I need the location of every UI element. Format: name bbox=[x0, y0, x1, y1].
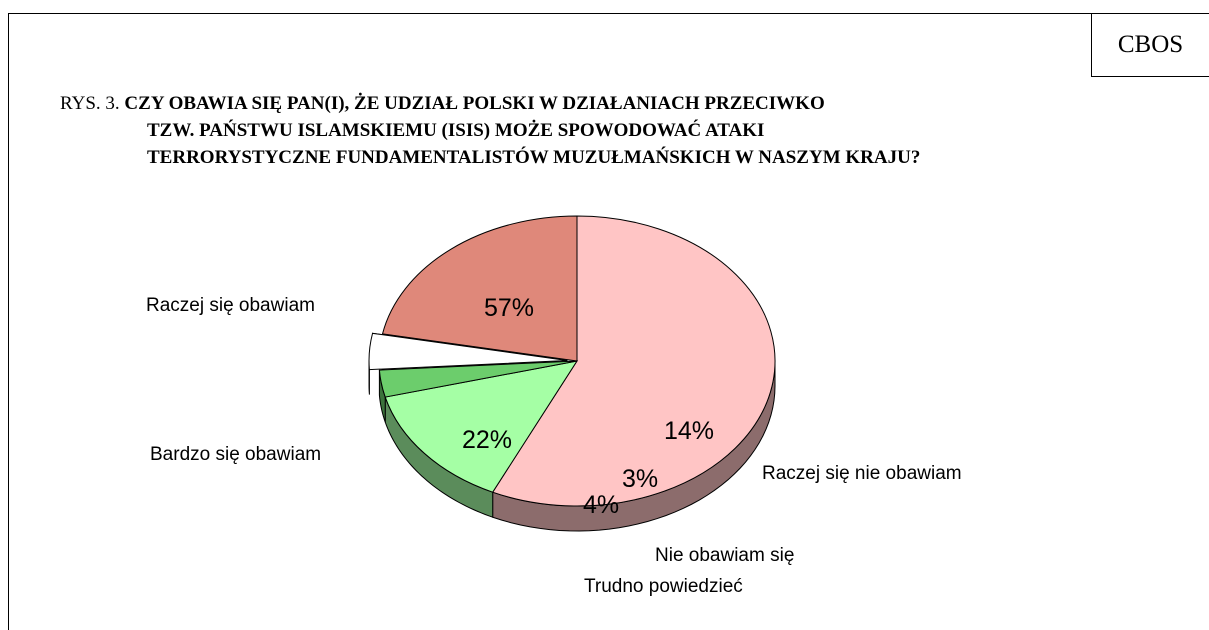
title-line-3: TERRORYSTYCZNE FUNDAMENTALISTÓW MUZUŁMAŃ… bbox=[147, 147, 921, 168]
value-label-4: 4% bbox=[583, 491, 619, 519]
label-trudno-powiedziec: Trudno powiedzieć bbox=[584, 576, 743, 597]
title-prefix: RYS. 3. bbox=[60, 93, 120, 114]
value-label-14: 14% bbox=[664, 417, 714, 445]
title-line-2: TZW. PAŃSTWU ISLAMSKIEMU (ISIS) MOŻE SPO… bbox=[147, 120, 765, 141]
pie-slice-nie-obawiam-sie bbox=[378, 360, 578, 398]
label-raczej-sie-obawiam: Raczej się obawiam bbox=[146, 295, 315, 316]
pie-slice-bardzo-sie-obawiam bbox=[381, 215, 578, 362]
pie-tops bbox=[368, 215, 776, 507]
brand-badge: CBOS bbox=[1091, 13, 1209, 77]
pie-slice-raczej-sie-nie-obawiam bbox=[384, 360, 579, 493]
label-raczej-sie-nie-obawiam: Raczej się nie obawiam bbox=[762, 463, 962, 484]
value-label-57: 57% bbox=[484, 294, 534, 322]
title-line-1: CZY OBAWIA SIĘ PAN(I), ŻE UDZIAŁ POLSKI … bbox=[124, 93, 825, 114]
chart-title: RYS. 3. CZY OBAWIA SIĘ PAN(I), ŻE UDZIAŁ… bbox=[60, 90, 920, 171]
pie-slice-raczej-sie-obawiam bbox=[491, 215, 776, 507]
value-label-22: 22% bbox=[462, 426, 512, 454]
label-bardzo-sie-obawiam: Bardzo się obawiam bbox=[150, 444, 321, 465]
value-label-3: 3% bbox=[622, 465, 658, 493]
label-nie-obawiam-sie: Nie obawiam się bbox=[655, 545, 794, 566]
pie-slice-trudno-powiedziec bbox=[368, 332, 568, 371]
chart-frame bbox=[8, 13, 1209, 630]
